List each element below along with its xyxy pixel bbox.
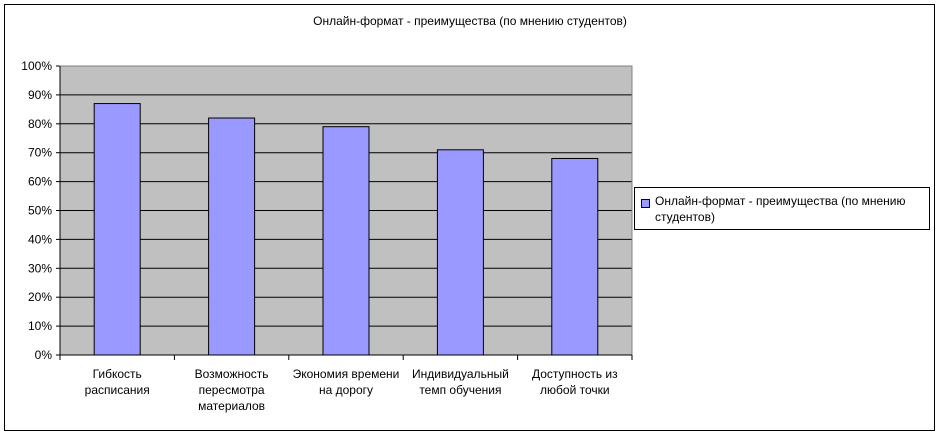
y-tick-label: 10% [28,319,52,333]
chart-title: Онлайн-формат - преимущества (по мнению … [313,14,627,28]
bar [551,157,599,356]
bar [322,126,370,356]
legend: Онлайн-формат - преимущества (по мнению … [634,187,930,230]
y-tick-label: 80% [28,117,52,131]
y-tick-label: 40% [28,232,52,246]
y-tick-label: 60% [28,175,52,189]
bar [93,103,141,356]
y-tick-label: 50% [28,204,52,218]
y-tick-label: 20% [28,290,52,304]
x-tick-label: Индивидуальный темп обучения [411,367,509,397]
x-tick-label: Экономия времени на дорогу [292,367,400,397]
x-tick-label: Доступность из любой точки [531,367,618,397]
legend-label: Онлайн-формат - преимущества (по мнению … [655,194,906,224]
y-tick-label: 30% [28,261,52,275]
bar [208,117,256,356]
x-tick-label: Возможность пересмотра материалов [194,367,269,413]
y-tick-label: 0% [35,348,53,362]
legend-swatch [641,199,650,208]
x-tick-label: Гибкость расписания [84,367,150,397]
y-tick-label: 70% [28,146,52,160]
y-tick-label: 100% [21,59,52,73]
y-tick-label: 90% [28,88,52,102]
bar [436,149,484,356]
